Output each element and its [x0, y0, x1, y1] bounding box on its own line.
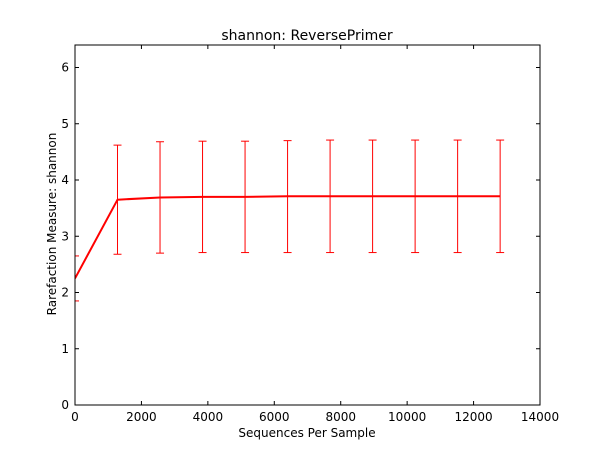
y-tick-label: 5 [61, 117, 69, 131]
x-tick-label: 0 [71, 410, 79, 424]
x-tick-label: 6000 [259, 410, 290, 424]
y-tick-label: 3 [61, 229, 69, 243]
x-tick-label: 12000 [454, 410, 492, 424]
x-tick-label: 8000 [325, 410, 356, 424]
y-tick-label: 0 [61, 398, 69, 412]
x-axis-title: Sequences Per Sample [238, 426, 375, 440]
y-tick-label: 4 [61, 173, 69, 187]
x-tick-label: 2000 [126, 410, 157, 424]
y-axis-title: Rarefaction Measure: shannon [45, 133, 59, 316]
x-tick-label: 4000 [193, 410, 224, 424]
plot-data [75, 139, 505, 302]
y-tick-label: 2 [61, 286, 69, 300]
plot-area [75, 139, 505, 302]
chart-title: shannon: ReversePrimer [221, 28, 392, 44]
x-tick-label: 14000 [521, 410, 559, 424]
axes: 0 2000 4000 6000 8000 10000 12000 14000 0 1 2 3 4 5 6 [61, 44, 559, 424]
axes-frame [74, 44, 541, 406]
y-tick-label: 1 [61, 342, 69, 356]
y-tick-label: 6 [61, 61, 69, 75]
x-tick-label: 10000 [388, 410, 426, 424]
